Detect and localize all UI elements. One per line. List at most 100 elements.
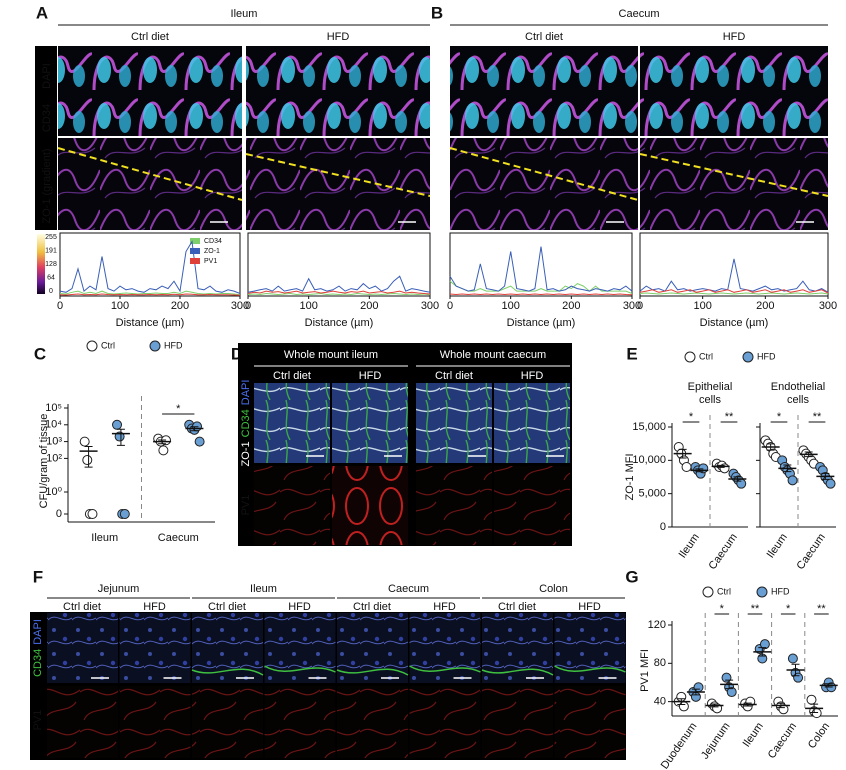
y-tick-label: 10⁰ — [45, 486, 62, 498]
x-tick-label: 0 — [57, 300, 63, 312]
data-point — [678, 701, 689, 712]
micrograph — [119, 686, 191, 758]
column-label: HFD — [143, 601, 166, 613]
micrograph — [494, 466, 570, 545]
colorbar-tick: 128 — [45, 261, 57, 268]
channel-label: ZO-1 (gradient) — [41, 148, 53, 223]
y-tick-label: 10² — [46, 452, 62, 464]
channel-strip — [35, 46, 57, 230]
profile-line — [449, 280, 633, 294]
x-tick-label: Caecum — [766, 721, 799, 761]
column-label: HFD — [327, 31, 350, 43]
y-tick-label: 15,000 — [632, 421, 666, 433]
y-tick-label: 120 — [648, 619, 666, 631]
legend-label: Ctrl — [699, 351, 713, 361]
error-bar — [716, 464, 725, 468]
column-label: Ctrl diet — [63, 601, 101, 613]
micrograph — [416, 466, 492, 545]
panel-letter: E — [626, 344, 637, 363]
profile-line — [247, 292, 431, 296]
column-label: Ctrl diet — [435, 370, 473, 382]
micrograph — [482, 686, 553, 758]
x-tick-label: Caecum — [707, 532, 740, 572]
x-tick-label: Jejunum — [699, 721, 733, 762]
sig-label: * — [176, 403, 181, 415]
legend-label: ZO-1 — [204, 248, 220, 255]
error-bar — [733, 476, 742, 482]
y-tick-label: 5,000 — [638, 488, 666, 500]
data-point — [158, 445, 169, 456]
channel-name: CD34 — [32, 649, 44, 677]
y-tick-label: 10⁴ — [45, 419, 62, 431]
micrograph — [640, 138, 828, 230]
micrograph — [47, 613, 118, 683]
x-axis-label: Distance (µm) — [305, 317, 374, 329]
data-point — [87, 509, 98, 519]
x-axis-label: Distance (µm) — [700, 317, 769, 329]
x-tick-label: Duodenum — [659, 721, 700, 770]
micrograph — [337, 686, 408, 758]
panel-letter: C — [34, 344, 46, 363]
data-point — [825, 478, 836, 489]
data-point — [681, 462, 692, 472]
error-bar — [116, 428, 125, 446]
micrograph — [640, 46, 828, 136]
error-bar — [158, 439, 167, 445]
channel-label: CD34 DAPI — [32, 619, 44, 677]
group-title: Ileum — [250, 583, 277, 595]
y-axis-label: ZO-1 MFI — [624, 453, 636, 500]
x-tick-label: Ileum — [91, 532, 118, 544]
error-bar — [725, 679, 734, 690]
cd34-signal — [336, 668, 409, 676]
x-tick-label: Ileum — [765, 532, 790, 561]
plot-frame — [639, 232, 829, 297]
sig-label: * — [720, 603, 725, 615]
x-tick-label: 300 — [819, 300, 837, 312]
micrograph — [119, 613, 191, 683]
channel-name: ZO-1 — [240, 441, 252, 466]
x-tick-label: 300 — [623, 300, 641, 312]
group-title: Colon — [539, 583, 568, 595]
micrograph — [332, 383, 408, 463]
x-tick-label: Caecum — [158, 532, 199, 544]
colorbar-tick: 64 — [47, 274, 55, 281]
micrograph — [254, 383, 330, 463]
x-tick-label: 0 — [245, 300, 251, 312]
cd34-signal — [191, 668, 264, 676]
group-title: Whole mount ileum — [284, 349, 378, 361]
column-label: HFD — [433, 601, 456, 613]
x-tick-label: 100 — [501, 300, 519, 312]
micrograph — [554, 686, 626, 758]
y-tick-label: 10³ — [46, 436, 62, 448]
y-tick-label: 0 — [56, 508, 62, 520]
sig-label: * — [777, 411, 782, 423]
panel-title: Caecum — [619, 8, 660, 20]
error-bar — [776, 702, 785, 709]
data-point — [759, 639, 770, 650]
title-line: cells — [699, 394, 722, 406]
colorbar-tick: 191 — [45, 247, 57, 254]
x-tick-label: 0 — [447, 300, 453, 312]
data-point — [787, 653, 798, 664]
column-label: Ctrl diet — [498, 601, 536, 613]
plot-frame — [449, 232, 633, 297]
error-bar — [804, 451, 813, 458]
column-label: Ctrl diet — [525, 31, 563, 43]
profile-line — [639, 258, 829, 293]
column-label: Ctrl diet — [208, 601, 246, 613]
group-title: Whole mount caecum — [440, 349, 546, 361]
y-tick-label: 10,000 — [632, 454, 666, 466]
micrograph — [58, 46, 242, 136]
sig-label: ** — [817, 603, 826, 615]
column-label: Ctrl diet — [131, 31, 169, 43]
x-axis-label: Distance (µm) — [116, 317, 185, 329]
sig-label: * — [786, 603, 791, 615]
legend-marker — [702, 586, 714, 598]
error-bar — [810, 703, 819, 714]
legend-swatch — [190, 248, 200, 254]
legend-marker — [86, 340, 98, 352]
x-tick-label: 100 — [111, 300, 129, 312]
data-point — [811, 708, 822, 719]
data-point — [793, 672, 804, 683]
error-bar — [766, 443, 775, 451]
